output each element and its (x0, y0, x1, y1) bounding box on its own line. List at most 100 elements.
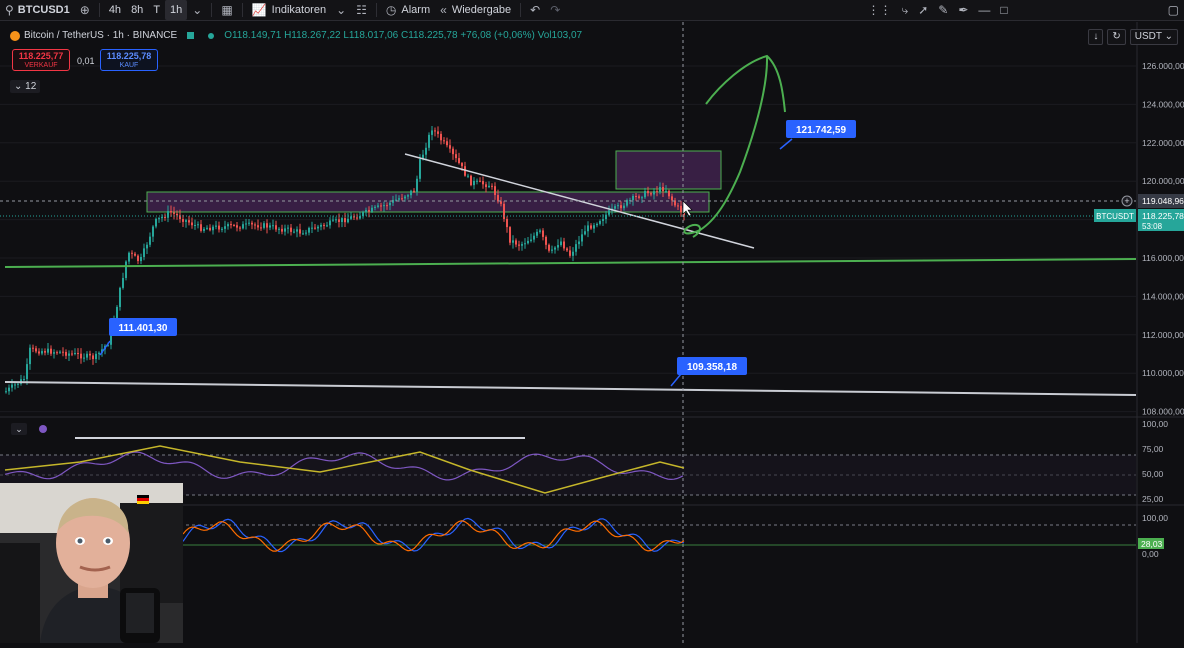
candle-body (158, 218, 160, 220)
legend-ohlc: O118.149,71 H118.267,22 L118.017,06 C118… (224, 30, 583, 41)
candle-body (71, 353, 73, 355)
candle-body (107, 344, 109, 346)
candle-body (491, 185, 493, 187)
chart-legend[interactable]: Bitcoin / TetherUS · 1h · BINANCE O118.1… (10, 30, 582, 41)
candle-body (293, 231, 295, 233)
support-line[interactable] (4, 258, 1137, 268)
redo-button[interactable]: ↷ (545, 0, 565, 20)
freehand-arrow-drawing[interactable] (683, 54, 786, 238)
tool-rectangle[interactable]: □ (995, 0, 1012, 20)
candle-body (587, 225, 589, 232)
pane-collapse-button[interactable] (11, 423, 27, 435)
candle-body (356, 217, 358, 219)
candle-body (380, 205, 382, 207)
symbol-search[interactable]: ⚲ BTCUSD1 (0, 0, 75, 20)
candle-body (26, 364, 28, 380)
add-alert-button[interactable] (1121, 195, 1133, 207)
candle-body (140, 256, 142, 262)
rsi-pane[interactable]: ⌄ (0, 423, 1136, 496)
tool-path[interactable]: ⤷ (896, 0, 913, 20)
alarm-button[interactable]: ◷ Alarm (381, 0, 435, 20)
currency-selector[interactable]: USDT ⌄ (1129, 29, 1178, 45)
candle-body (353, 216, 355, 218)
sell-label: VERKAUF (24, 62, 58, 69)
candle-body (593, 225, 595, 229)
drawing-toolbar-handle[interactable]: ⋮⋮ (862, 0, 896, 20)
fullscreen-button[interactable]: ▢ (1163, 0, 1184, 20)
candle-body (359, 216, 361, 219)
add-symbol-button[interactable]: ⊕ (75, 0, 95, 20)
interval-day[interactable]: T (153, 4, 161, 16)
osc-value-text: 28,03 (1141, 539, 1163, 549)
candle-body (191, 222, 193, 226)
price-axis-tick: 108.000,00 (1142, 407, 1184, 417)
undo-button[interactable]: ↶ (525, 0, 545, 20)
candle-body (461, 163, 463, 167)
indicators-button[interactable]: 📈 Indikatoren (247, 0, 331, 20)
chart-type-button[interactable]: ▦ (216, 0, 237, 20)
chart-svg[interactable]: 121.742,59 111.401,30 109.358,18 ⌄ 126.0… (0, 22, 1184, 643)
candle-body (398, 198, 400, 200)
candle-body (620, 205, 622, 209)
candle-body (497, 195, 499, 202)
candle-body (14, 384, 16, 386)
tool-horizontal-ray[interactable]: — (973, 0, 995, 20)
candle-body (224, 226, 226, 229)
candle-body (368, 209, 370, 212)
candle-body (377, 205, 379, 207)
rsi-axis-tick: 25,00 (1142, 494, 1164, 504)
resistance-zone[interactable] (146, 191, 710, 213)
price-axis-tick: 112.000,00 (1142, 330, 1184, 340)
label-pointer (670, 373, 682, 387)
candle-body (236, 225, 238, 228)
interval-dropdown[interactable]: ⌄ (187, 0, 207, 20)
candle-body (557, 245, 559, 248)
price-label-high[interactable]: 121.742,59 (786, 120, 856, 138)
price-label-left[interactable]: 111.401,30 (109, 318, 177, 336)
buy-button[interactable]: 118.225,78 KAUF (100, 49, 158, 71)
candle-body (131, 252, 133, 254)
candle-body (404, 196, 406, 199)
candle-body (677, 205, 679, 207)
candle-body (551, 249, 553, 251)
price-label-low-bg (677, 357, 747, 375)
interval-4h[interactable]: 4h (108, 4, 122, 16)
indicators-dropdown[interactable]: ⌄ (331, 0, 351, 20)
candle-body (11, 384, 13, 388)
chevron-down-icon: ⌄ (14, 81, 23, 92)
replay-button[interactable]: « Wiedergabe (435, 0, 516, 20)
tool-brush[interactable]: ✎ (933, 0, 953, 20)
interval-1h[interactable]: 1h (165, 0, 188, 20)
oscillator-pane[interactable] (0, 517, 1136, 553)
refresh-button[interactable]: ↻ (1107, 29, 1126, 45)
candle-body (419, 159, 421, 179)
candle-body (467, 175, 469, 177)
candle-body (263, 223, 265, 228)
download-button[interactable]: ↓ (1088, 29, 1104, 45)
indicator-icon[interactable] (39, 425, 47, 433)
price-label-low[interactable]: 109.358,18 (677, 357, 747, 375)
target-zone[interactable] (615, 150, 722, 190)
osc-axis-tick: 0,00 (1142, 549, 1159, 559)
indicators-label: Indikatoren (271, 4, 327, 16)
candle-body (311, 227, 313, 229)
interval-8h[interactable]: 8h (131, 4, 144, 16)
chart-area[interactable]: 121.742,59 111.401,30 109.358,18 ⌄ 126.0… (0, 22, 1184, 643)
tool-highlighter[interactable]: ✒ (953, 0, 973, 20)
candle-body (167, 211, 169, 218)
candle-body (215, 225, 217, 227)
candle-body (80, 353, 82, 359)
candle-body (188, 220, 190, 223)
layouts-button[interactable]: ☷ (351, 0, 372, 20)
candle-body (371, 207, 373, 212)
candles-icon: ▦ (221, 3, 233, 17)
tool-trendline[interactable]: ➚ (913, 0, 933, 20)
undo-icon: ↶ (530, 3, 541, 17)
indicator-collapse-button[interactable]: ⌄ 12 (10, 80, 41, 93)
candle-body (248, 222, 250, 224)
long-support-line[interactable] (4, 381, 1137, 396)
sell-button[interactable]: 118.225,77 VERKAUF (12, 49, 70, 71)
rsi-axis-tick: 50,00 (1142, 469, 1164, 479)
candle-body (506, 218, 508, 228)
candle-body (623, 205, 625, 209)
